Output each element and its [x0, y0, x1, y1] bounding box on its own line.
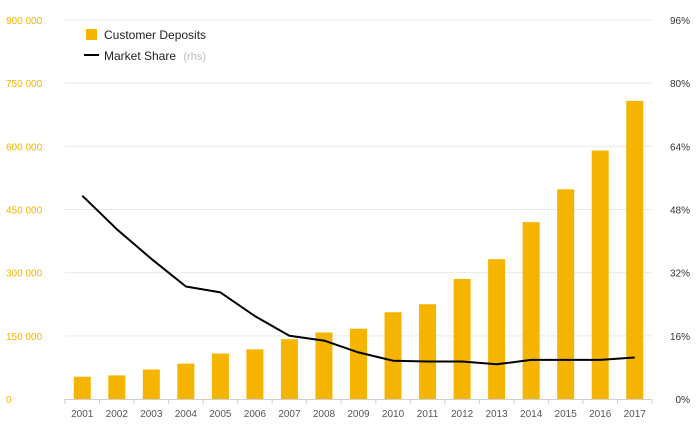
- bar-customer-deposits: [246, 349, 264, 399]
- x-tick-label: 2017: [624, 409, 647, 420]
- y-right-tick-label: 64%: [670, 142, 690, 153]
- axes: 0 150 000 300 000 450 000 600 000 750 000 900 …: [6, 16, 690, 420]
- y-left-tick-label: 450 000: [6, 206, 43, 217]
- y-right-tick-label: 0%: [676, 395, 691, 406]
- y-left-tick-label: 900 000: [6, 16, 43, 27]
- bar-customer-deposits: [73, 376, 91, 399]
- y-right-tick-label: 32%: [670, 269, 690, 280]
- y-right-tick-label: 80%: [670, 79, 690, 90]
- x-tick-label: 2008: [313, 409, 336, 420]
- bar-customer-deposits: [453, 278, 471, 399]
- legend-label-deposits: Customer Deposits: [104, 28, 206, 42]
- legend: Customer Deposits Market Share (rhs): [84, 28, 206, 63]
- gridlines: [65, 19, 652, 337]
- x-tick-label: 2011: [417, 409, 439, 420]
- bar-customer-deposits: [280, 339, 298, 399]
- bar-customer-deposits: [315, 332, 333, 399]
- x-tick-label: 2009: [347, 409, 370, 420]
- bar-customer-deposits: [557, 189, 575, 399]
- y-right-tick-label: 16%: [670, 332, 690, 343]
- bar-customer-deposits: [211, 353, 229, 399]
- bar-customer-deposits: [350, 328, 367, 399]
- y-left-tick-label: 0: [6, 395, 12, 406]
- bar-customer-deposits: [142, 369, 160, 399]
- y-left-tick-label: 750 000: [6, 79, 43, 90]
- bar-customer-deposits: [488, 259, 506, 399]
- x-tick-label: 2001: [71, 409, 94, 420]
- bar-customer-deposits: [419, 304, 437, 399]
- bar-customer-deposits: [177, 363, 195, 399]
- x-tick-label: 2013: [485, 409, 508, 420]
- legend-label-market-share-note: (rhs): [183, 51, 206, 63]
- x-tick-label: 2014: [520, 409, 543, 420]
- x-tick-label: 2003: [140, 409, 163, 420]
- bar-customer-deposits: [384, 312, 402, 399]
- y-left-tick-label: 600 000: [6, 142, 43, 153]
- x-tick-label: 2002: [106, 409, 129, 420]
- x-tick-label: 2006: [244, 409, 267, 420]
- x-tick-label: 2005: [209, 409, 232, 420]
- x-tick-label: 2010: [382, 409, 405, 420]
- y-left-tick-label: 300 000: [6, 269, 43, 280]
- bar-customer-deposits: [108, 375, 126, 399]
- x-tick-label: 2016: [589, 409, 612, 420]
- bar-customer-deposits: [522, 222, 540, 399]
- bar-series: [73, 100, 644, 399]
- x-tick-label: 2007: [278, 409, 301, 420]
- legend-label-market-share-text: Market Share: [104, 49, 176, 63]
- bar-customer-deposits: [591, 150, 609, 399]
- y-left-tick-label: 150 000: [6, 332, 43, 343]
- y-right-tick-label: 48%: [670, 206, 690, 217]
- line-market-share: [81, 194, 635, 366]
- x-tick-label: 2012: [451, 409, 474, 420]
- x-tick-label: 2015: [555, 409, 578, 420]
- legend-label-market-share: Market Share (rhs): [104, 49, 206, 63]
- line-series: [81, 194, 635, 366]
- y-right-tick-label: 96%: [670, 16, 690, 27]
- x-tick-label: 2004: [175, 409, 198, 420]
- legend-swatch-deposits: [86, 29, 97, 40]
- bar-customer-deposits: [626, 100, 644, 399]
